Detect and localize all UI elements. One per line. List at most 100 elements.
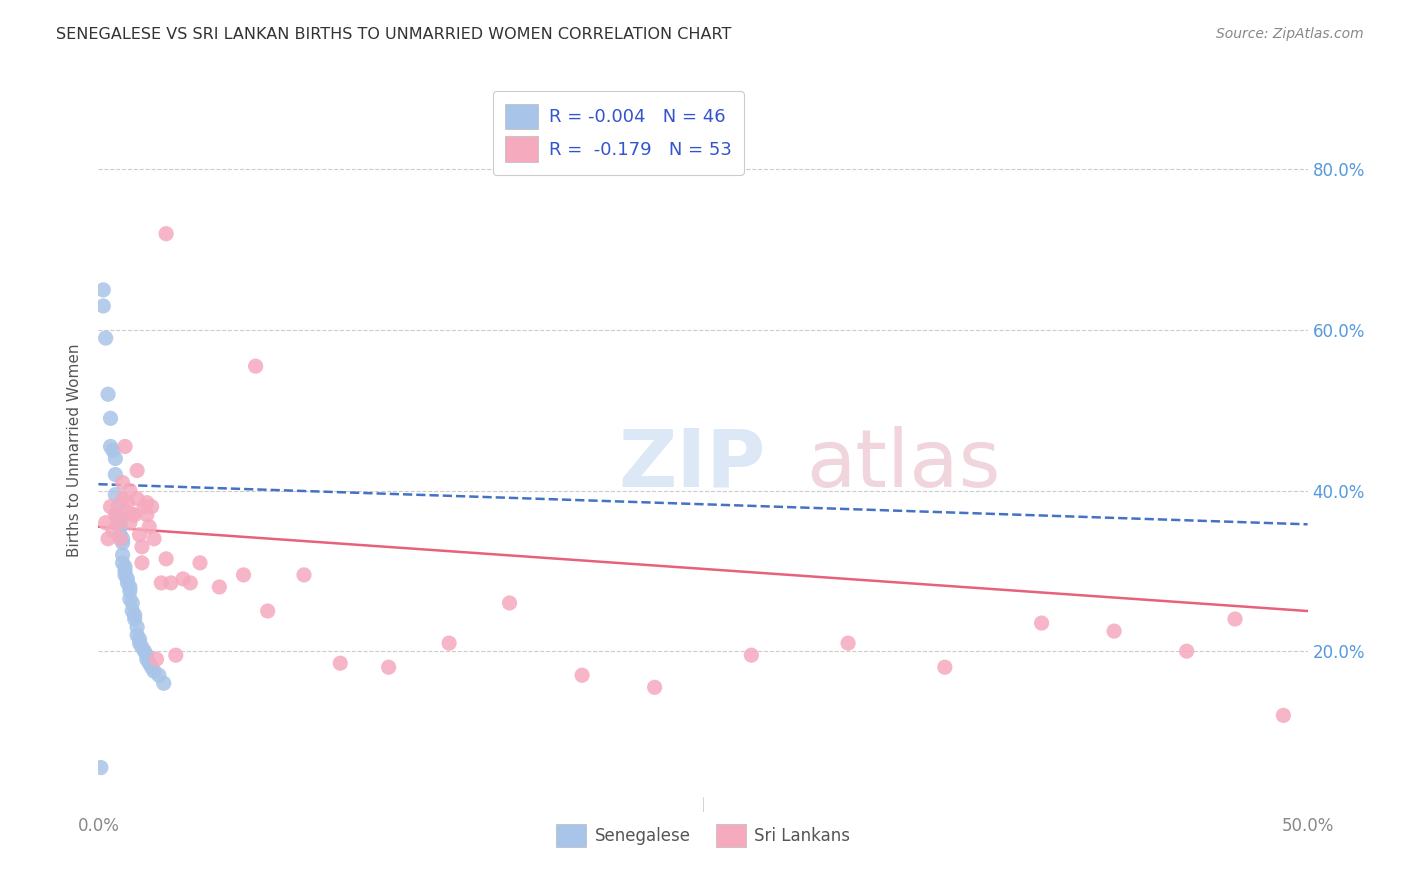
Point bbox=[571, 668, 593, 682]
Point bbox=[160, 576, 183, 591]
Point bbox=[97, 532, 120, 546]
Point bbox=[114, 560, 136, 574]
Point bbox=[97, 387, 120, 401]
Point bbox=[108, 532, 131, 546]
Y-axis label: Births to Unmarried Women: Births to Unmarried Women bbox=[67, 343, 83, 558]
Point bbox=[128, 636, 150, 650]
Point bbox=[114, 503, 136, 517]
Point bbox=[117, 576, 139, 591]
Point bbox=[232, 568, 254, 582]
Point bbox=[121, 596, 143, 610]
Point bbox=[292, 568, 315, 582]
Point bbox=[131, 540, 153, 554]
Point bbox=[134, 644, 156, 658]
Point bbox=[837, 636, 859, 650]
Point bbox=[152, 676, 174, 690]
Point bbox=[141, 660, 163, 674]
Point bbox=[111, 548, 134, 562]
Point bbox=[111, 556, 134, 570]
Point bbox=[172, 572, 194, 586]
Point bbox=[114, 564, 136, 578]
Point bbox=[107, 508, 129, 522]
Point bbox=[104, 451, 127, 466]
Point bbox=[135, 495, 157, 509]
Text: Source: ZipAtlas.com: Source: ZipAtlas.com bbox=[1216, 27, 1364, 41]
Point bbox=[111, 535, 134, 549]
Point bbox=[121, 508, 143, 522]
Point bbox=[128, 527, 150, 541]
Point bbox=[101, 443, 124, 458]
Point bbox=[118, 592, 141, 607]
Point bbox=[114, 568, 136, 582]
Point bbox=[104, 467, 127, 482]
Point bbox=[188, 556, 211, 570]
Point bbox=[107, 516, 129, 530]
Point bbox=[100, 411, 122, 425]
Point bbox=[118, 580, 141, 594]
Point bbox=[208, 580, 231, 594]
Point bbox=[145, 652, 167, 666]
Point bbox=[141, 500, 163, 514]
Point bbox=[134, 500, 156, 514]
Point bbox=[101, 524, 124, 538]
Point bbox=[124, 608, 146, 623]
Point bbox=[1031, 615, 1053, 630]
Point bbox=[179, 576, 201, 591]
Point bbox=[124, 508, 146, 522]
Point bbox=[124, 612, 146, 626]
Point bbox=[121, 604, 143, 618]
Point bbox=[245, 359, 267, 373]
Point bbox=[128, 632, 150, 646]
Point bbox=[94, 516, 117, 530]
Point bbox=[1223, 612, 1246, 626]
Point bbox=[155, 551, 177, 566]
Point bbox=[94, 331, 117, 345]
Point bbox=[127, 491, 149, 506]
Point bbox=[135, 648, 157, 662]
Point bbox=[108, 527, 131, 541]
Point bbox=[91, 283, 114, 297]
Point bbox=[111, 475, 134, 490]
Point bbox=[1272, 708, 1295, 723]
Point bbox=[437, 636, 460, 650]
Point bbox=[934, 660, 956, 674]
Point bbox=[644, 680, 666, 694]
Point bbox=[118, 583, 141, 598]
Point bbox=[108, 519, 131, 533]
Point bbox=[256, 604, 278, 618]
Point bbox=[131, 556, 153, 570]
Point bbox=[143, 664, 166, 679]
Text: SENEGALESE VS SRI LANKAN BIRTHS TO UNMARRIED WOMEN CORRELATION CHART: SENEGALESE VS SRI LANKAN BIRTHS TO UNMAR… bbox=[56, 27, 731, 42]
Text: ZIP: ZIP bbox=[619, 425, 766, 504]
Point bbox=[108, 516, 131, 530]
Point bbox=[377, 660, 399, 674]
Legend: Senegalese, Sri Lankans: Senegalese, Sri Lankans bbox=[550, 817, 856, 854]
Point bbox=[1175, 644, 1198, 658]
Point bbox=[127, 464, 149, 478]
Point bbox=[138, 657, 160, 671]
Point bbox=[143, 532, 166, 546]
Point bbox=[148, 668, 170, 682]
Point bbox=[100, 439, 122, 453]
Point bbox=[118, 483, 141, 498]
Point bbox=[117, 572, 139, 586]
Point bbox=[1102, 624, 1125, 639]
Point bbox=[138, 519, 160, 533]
Point bbox=[165, 648, 187, 662]
Point bbox=[104, 508, 127, 522]
Point bbox=[127, 628, 149, 642]
Point bbox=[135, 508, 157, 522]
Point bbox=[104, 487, 127, 501]
Point bbox=[155, 227, 177, 241]
Point bbox=[127, 620, 149, 634]
Point bbox=[131, 640, 153, 655]
Point bbox=[150, 576, 173, 591]
Point bbox=[498, 596, 520, 610]
Point bbox=[740, 648, 762, 662]
Point bbox=[90, 760, 112, 774]
Point bbox=[114, 439, 136, 453]
Point bbox=[111, 491, 134, 506]
Point bbox=[329, 657, 352, 671]
Point bbox=[100, 500, 122, 514]
Point bbox=[118, 516, 141, 530]
